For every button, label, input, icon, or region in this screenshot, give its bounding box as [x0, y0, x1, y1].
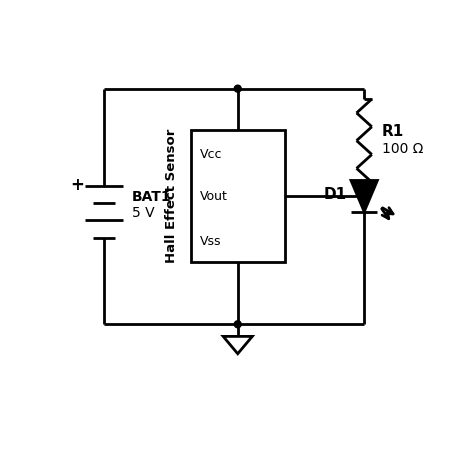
Polygon shape — [351, 180, 377, 212]
Text: R1: R1 — [382, 125, 404, 140]
Text: 100 Ω: 100 Ω — [382, 142, 423, 156]
Bar — [191, 130, 284, 262]
Circle shape — [234, 321, 241, 328]
Text: +: + — [71, 176, 84, 194]
Text: Vcc: Vcc — [200, 148, 222, 161]
Text: D1: D1 — [323, 187, 346, 202]
Text: Hall Effect Sensor: Hall Effect Sensor — [165, 129, 178, 263]
Text: Vout: Vout — [200, 189, 228, 202]
Circle shape — [234, 85, 241, 92]
Text: 5 V: 5 V — [132, 207, 155, 220]
Text: Vss: Vss — [200, 234, 221, 248]
Text: BAT1: BAT1 — [132, 190, 172, 204]
